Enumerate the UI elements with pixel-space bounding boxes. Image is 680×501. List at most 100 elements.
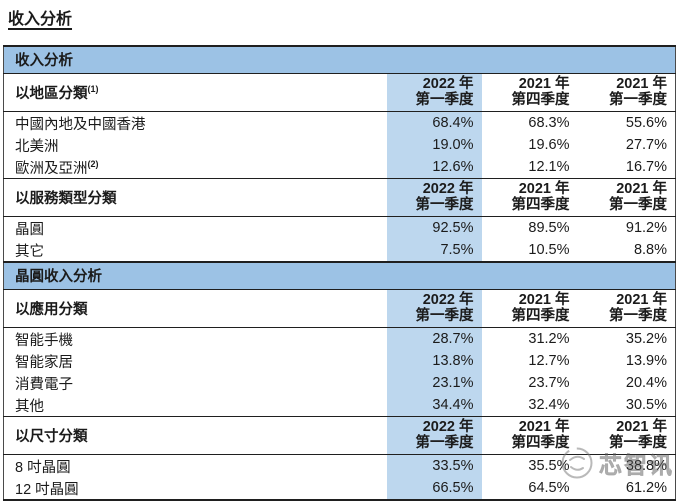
footnote-marker: (1): [87, 84, 99, 95]
footnote-marker: (2): [87, 158, 99, 169]
column-header-quarter: 第一季度: [609, 197, 667, 213]
column-header-year: 2021 年: [616, 181, 667, 197]
row-label: 其他: [15, 398, 44, 415]
section-band: 晶圓收入分析: [3, 261, 676, 290]
value-cell: 16.7%: [625, 159, 667, 175]
column-header-quarter: 第一季度: [415, 308, 474, 324]
row-label-text: 歐洲及亞洲: [15, 160, 88, 177]
value-cell: 7.5%: [386, 239, 482, 262]
value-cell: 10.5%: [528, 242, 570, 258]
row-label: 歐洲及亞洲(2): [4, 156, 387, 179]
value-cell: 12.6%: [386, 156, 482, 179]
column-header-2021-q4: 2021 年第四季度: [481, 289, 574, 328]
section-band-label: 晶圓收入分析: [3, 261, 676, 290]
column-header-year: 2021 年: [518, 181, 570, 197]
row-label: 北美洲: [4, 134, 387, 156]
column-header-year: 2021 年: [616, 292, 667, 308]
column-header-year: 2021 年: [518, 419, 570, 435]
group-label-text: 以服務類型分類: [15, 191, 117, 207]
group-label-text: 以尺寸分類: [15, 429, 88, 445]
table-row: 12 吋晶圓 66.5% 64.5% 61.2%: [3, 477, 676, 501]
group-label-text: 以地區分類: [15, 86, 88, 102]
table-row: 消費電子 23.1% 23.7% 20.4%: [4, 372, 676, 394]
row-label: 智能手機: [15, 332, 73, 349]
table-row: 其它 7.5% 10.5% 8.8%: [4, 239, 676, 262]
value-cell: 13.8%: [386, 350, 482, 372]
table-row: 其他 34.4% 32.4% 30.5%: [4, 394, 676, 417]
column-header-year: 2022 年: [422, 419, 474, 435]
value-cell: 55.6%: [625, 115, 667, 131]
value-cell: 20.4%: [625, 375, 667, 391]
row-label-text: 中國內地及中國香港: [15, 116, 146, 133]
table-row: 8 吋晶圓 33.5% 35.5% 38.8%: [4, 454, 676, 477]
value-cell: 35.5%: [528, 458, 570, 474]
table-row: 智能家居 13.8% 12.7% 13.9%: [4, 350, 676, 372]
group-label: 以服務類型分類: [3, 178, 387, 217]
value-cell: 91.2%: [625, 220, 667, 236]
column-header-2022-q1: 2022 年第一季度: [386, 416, 482, 455]
row-label-text: 北美洲: [15, 138, 59, 155]
value-cell: 13.9%: [625, 353, 667, 369]
column-header-2021-q4: 2021 年第四季度: [481, 416, 574, 455]
group-header-row: 以地區分類(1) 2022 年第一季度 2021 年第四季度 2021 年第一季…: [3, 73, 676, 112]
revenue-analysis-table: 收入分析 以地區分類(1) 2022 年第一季度 2021 年第四季度 2021…: [3, 45, 676, 501]
column-header-quarter: 第四季度: [511, 308, 570, 324]
row-label: 其它: [15, 243, 44, 260]
value-cell: 28.7%: [386, 327, 482, 350]
column-header-year: 2021 年: [616, 419, 667, 435]
value-cell: 61.2%: [573, 477, 676, 501]
value-cell: 34.4%: [386, 394, 482, 417]
column-header-quarter: 第四季度: [511, 435, 570, 451]
document-page: { "page_title": "收入分析", "colors": { "ban…: [3, 11, 676, 501]
value-cell: 35.2%: [625, 331, 667, 347]
column-header-year: 2022 年: [422, 76, 474, 92]
column-header-2021-q4: 2021 年第四季度: [481, 178, 574, 217]
value-cell: 12.7%: [528, 353, 570, 369]
row-label: 消費電子: [15, 376, 73, 393]
row-label: 8 吋晶圓: [15, 459, 71, 476]
value-cell: 30.5%: [625, 397, 667, 413]
column-header-2021-q1: 2021 年第一季度: [573, 178, 676, 217]
table-row: 中國內地及中國香港 68.4% 68.3% 55.6%: [4, 111, 676, 135]
value-cell: 33.5%: [386, 454, 482, 477]
row-label: 智能家居: [15, 354, 73, 371]
column-header-year: 2022 年: [422, 181, 474, 197]
value-cell: 23.1%: [386, 372, 482, 394]
value-cell: 8.8%: [633, 242, 667, 258]
column-header-2022-q1: 2022 年第一季度: [386, 289, 482, 328]
column-header-2022-q1: 2022 年第一季度: [386, 73, 482, 112]
column-header-2021-q4: 2021 年第四季度: [481, 73, 574, 112]
column-header-quarter: 第四季度: [511, 92, 570, 108]
column-header-year: 2021 年: [616, 76, 667, 92]
group-header-row: 以尺寸分類 2022 年第一季度 2021 年第四季度 2021 年第一季度: [3, 416, 676, 455]
group-label: 以地區分類(1): [3, 73, 387, 112]
value-cell: 92.5%: [386, 216, 482, 239]
value-cell: 89.5%: [528, 220, 570, 236]
column-header-year: 2022 年: [422, 292, 474, 308]
value-cell: 19.6%: [528, 137, 570, 153]
table-row: 晶圓 92.5% 89.5% 91.2%: [4, 216, 676, 239]
section-band: 收入分析: [3, 45, 676, 74]
column-header-year: 2021 年: [518, 76, 570, 92]
column-header-quarter: 第一季度: [415, 197, 474, 213]
table-row: 北美洲 19.0% 19.6% 27.7%: [4, 134, 676, 156]
group-label-text: 以應用分類: [15, 302, 88, 318]
value-cell: 23.7%: [528, 375, 570, 391]
group-label: 以應用分類: [3, 289, 387, 328]
column-header-quarter: 第一季度: [609, 435, 667, 451]
table-row: 智能手機 28.7% 31.2% 35.2%: [4, 327, 676, 350]
value-cell: 68.4%: [386, 111, 482, 134]
row-label: 中國內地及中國香港: [4, 112, 387, 135]
column-header-2021-q1: 2021 年第一季度: [573, 416, 676, 455]
column-header-quarter: 第一季度: [609, 92, 667, 108]
column-header-2021-q1: 2021 年第一季度: [573, 73, 676, 112]
section-band-label: 收入分析: [3, 45, 676, 74]
value-cell: 31.2%: [528, 331, 570, 347]
value-cell: 68.3%: [528, 115, 570, 131]
value-cell: 66.5%: [386, 477, 482, 501]
group-header-row: 以應用分類 2022 年第一季度 2021 年第四季度 2021 年第一季度: [3, 289, 676, 328]
column-header-quarter: 第四季度: [511, 197, 570, 213]
column-header-year: 2021 年: [518, 292, 570, 308]
value-cell: 64.5%: [481, 477, 574, 501]
page-title: 收入分析: [8, 11, 73, 28]
